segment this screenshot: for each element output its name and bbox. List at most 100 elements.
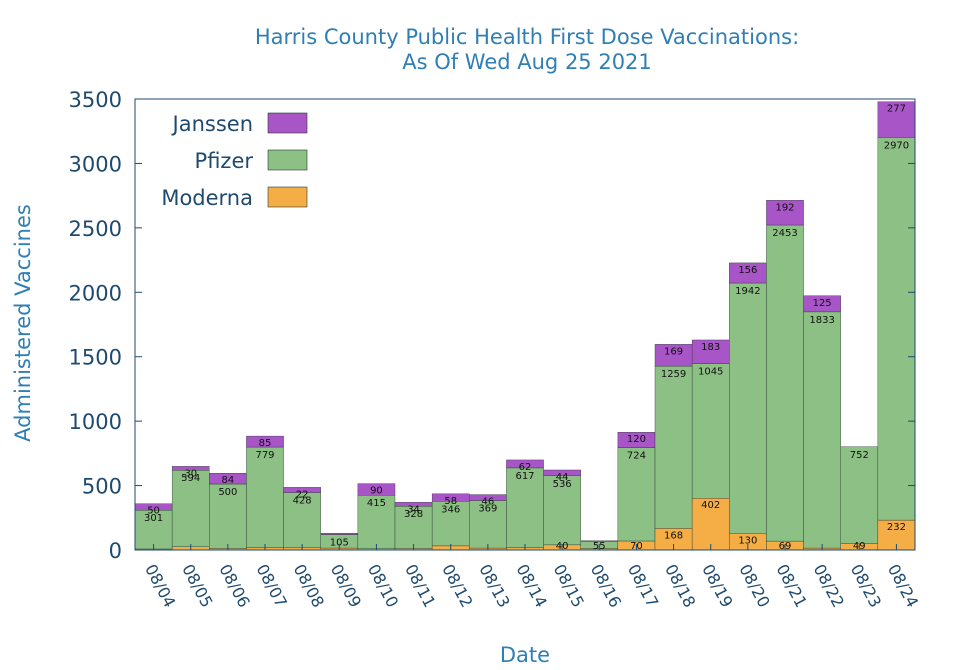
- data-label-pfizer-9: 369: [478, 504, 497, 515]
- legend-swatch-pfizer: [267, 149, 308, 171]
- data-label-moderna-20: 232: [887, 522, 906, 533]
- x-tick-label-9: 08/13: [475, 561, 513, 611]
- data-label-janssen-18: 125: [813, 298, 832, 309]
- x-tick-label-8: 08/12: [438, 561, 476, 611]
- data-label-pfizer-4: 428: [293, 496, 312, 507]
- data-label-pfizer-16: 1942: [735, 286, 760, 297]
- bar-pfizer-11: [543, 475, 581, 546]
- bar-pfizer-9: [469, 500, 507, 549]
- data-label-janssen-2: 84: [221, 475, 234, 486]
- bar-janssen-3: [246, 435, 284, 448]
- data-label-pfizer-18: 1833: [809, 315, 834, 326]
- data-label-janssen-13: 120: [627, 434, 646, 445]
- bar-pfizer-7: [394, 505, 433, 549]
- bar-pfizer-19: [840, 446, 879, 544]
- legend-label-janssen: Janssen: [171, 112, 253, 136]
- data-label-moderna-16: 130: [738, 535, 757, 546]
- data-label-janssen-15: 183: [701, 342, 720, 353]
- data-label-janssen-7: 34: [407, 504, 420, 515]
- data-label-pfizer-7: 328: [404, 509, 423, 520]
- bar-pfizer-2: [209, 483, 247, 549]
- bars-group: [134, 101, 916, 551]
- bar-janssen-1: [171, 466, 210, 471]
- bar-pfizer-3: [246, 446, 284, 548]
- data-label-janssen-3: 85: [259, 438, 272, 449]
- y-tick-label-5: 2500: [69, 217, 122, 241]
- bar-pfizer-15: [691, 363, 730, 499]
- x-tick-label-0: 08/04: [141, 561, 179, 611]
- x-tick-label-11: 08/15: [550, 561, 588, 611]
- x-tick-label-5: 08/09: [327, 561, 365, 611]
- bar-pfizer-16: [729, 282, 767, 534]
- data-label-pfizer-17: 2453: [772, 228, 797, 239]
- x-tick-label-18: 08/22: [810, 561, 848, 611]
- chart-title-line-2: As Of Wed Aug 25 2021: [402, 50, 652, 74]
- x-tick-label-19: 08/23: [847, 561, 885, 611]
- data-label-pfizer-1: 594: [181, 473, 200, 484]
- bar-janssen-6: [357, 483, 396, 496]
- x-tick-label-20: 08/24: [884, 561, 922, 611]
- bar-pfizer-14: [654, 365, 693, 529]
- data-label-janssen-6: 90: [370, 486, 383, 497]
- data-label-pfizer-8: 346: [441, 504, 460, 515]
- data-label-janssen-16: 156: [738, 265, 757, 276]
- bar-pfizer-20: [877, 137, 916, 521]
- data-label-pfizer-2: 500: [218, 487, 237, 498]
- x-tick-label-10: 08/14: [512, 561, 550, 611]
- data-label-janssen-0: 50: [147, 506, 160, 517]
- y-tick-label-4: 2000: [69, 281, 122, 305]
- x-tick-label-16: 08/20: [735, 561, 773, 611]
- y-axis-label: Administered Vaccines: [11, 204, 35, 442]
- data-label-janssen-4: 22: [296, 489, 309, 500]
- plot-frame: [134, 98, 916, 551]
- bar-pfizer-13: [617, 447, 656, 542]
- bar-pfizer-17: [766, 224, 804, 542]
- bar-pfizer-18: [803, 311, 841, 549]
- data-label-janssen-10: 62: [519, 462, 532, 473]
- y-tick-label-3: 1500: [69, 346, 122, 370]
- data-label-pfizer-13: 724: [627, 451, 646, 462]
- x-ticks-group: 08/0408/0508/0608/0708/0808/0908/1008/11…: [141, 544, 922, 611]
- bar-janssen-11: [543, 469, 581, 476]
- legend-swatch-moderna: [267, 186, 308, 208]
- legend-swatch-janssen: [267, 112, 308, 134]
- data-label-pfizer-6: 415: [367, 498, 386, 509]
- legend-label-moderna: Moderna: [161, 186, 253, 210]
- data-label-janssen-20: 277: [887, 104, 906, 115]
- bar-janssen-4: [283, 487, 321, 493]
- bar-janssen-18: [803, 295, 841, 313]
- bar-pfizer-8: [431, 501, 470, 547]
- data-label-janssen-9: 46: [481, 497, 494, 508]
- data-label-pfizer-14: 1259: [661, 369, 686, 380]
- bar-janssen-5: [320, 533, 359, 535]
- data-label-janssen-1: 30: [184, 468, 197, 479]
- y-tick-label-7: 3500: [69, 88, 122, 112]
- x-tick-label-4: 08/08: [290, 561, 328, 611]
- data-label-pfizer-3: 779: [255, 450, 274, 461]
- data-label-moderna-14: 168: [664, 530, 683, 541]
- y-tick-label-6: 3000: [69, 152, 122, 176]
- bar-janssen-20: [877, 101, 916, 138]
- data-label-moderna-15: 402: [701, 500, 720, 511]
- data-label-pfizer-11: 536: [553, 479, 572, 490]
- x-tick-label-3: 08/07: [252, 561, 290, 611]
- legend-label-pfizer: Pfizer: [195, 149, 254, 173]
- x-tick-label-14: 08/18: [661, 561, 699, 611]
- y-tick-label-1: 500: [82, 475, 122, 499]
- data-label-janssen-17: 192: [775, 202, 794, 213]
- bar-janssen-10: [506, 459, 544, 469]
- y-tick-label-2: 1000: [69, 410, 122, 434]
- x-tick-label-7: 08/11: [401, 561, 439, 611]
- chart-title-line-1: Harris County Public Health First Dose V…: [255, 25, 799, 49]
- data-label-pfizer-19: 752: [850, 450, 869, 461]
- x-tick-label-13: 08/17: [624, 561, 662, 611]
- x-tick-label-12: 08/16: [587, 561, 625, 611]
- x-tick-label-15: 08/19: [698, 561, 736, 611]
- bar-janssen-17: [766, 200, 804, 226]
- data-label-pfizer-10: 617: [515, 471, 534, 482]
- data-label-pfizer-15: 1045: [698, 367, 723, 378]
- data-label-pfizer-5: 105: [330, 538, 349, 549]
- data-label-pfizer-20: 2970: [884, 140, 909, 151]
